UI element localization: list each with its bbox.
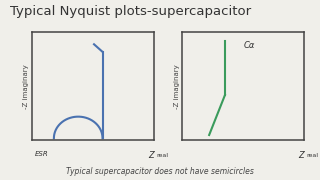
Y-axis label: -Z imaginary: -Z imaginary [174, 64, 180, 109]
Y-axis label: -Z imaginary: -Z imaginary [23, 64, 29, 109]
Text: real: real [307, 153, 318, 158]
Text: Z: Z [298, 151, 304, 160]
Text: Z: Z [148, 151, 154, 160]
Text: real: real [156, 153, 168, 158]
Text: Typical supercapacitor does not have semicircles: Typical supercapacitor does not have sem… [66, 167, 254, 176]
Text: Cα: Cα [243, 41, 255, 50]
Text: Typical Nyquist plots-supercapacitor: Typical Nyquist plots-supercapacitor [10, 5, 251, 18]
Text: ESR: ESR [35, 151, 49, 157]
